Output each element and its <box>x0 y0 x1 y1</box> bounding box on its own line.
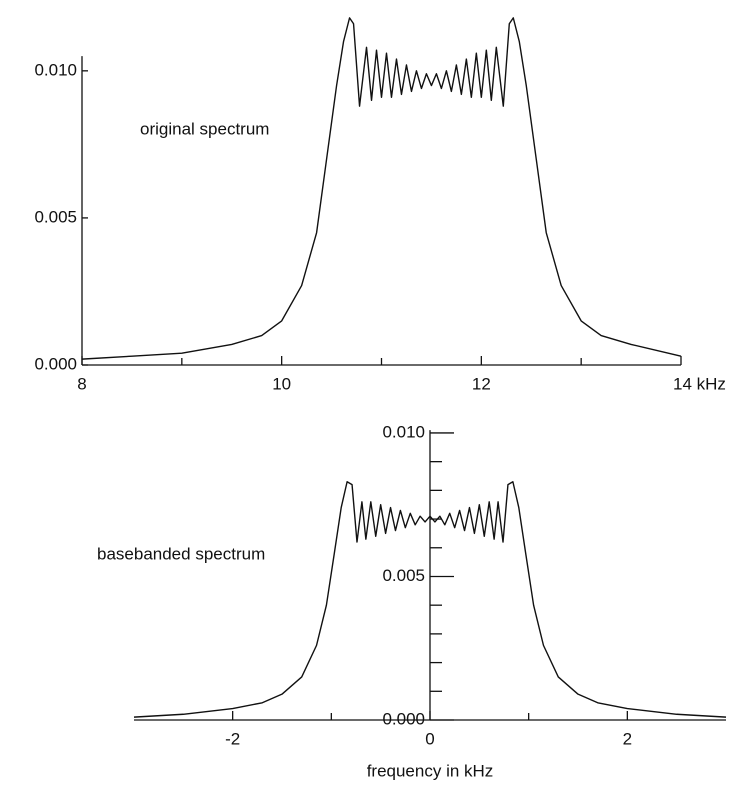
y-tick-label: 0.010 <box>382 422 425 441</box>
spectrum-line <box>133 481 727 718</box>
x-tick-label: 14 kHz <box>673 374 726 393</box>
y-tick-label: 0.005 <box>34 207 77 226</box>
y-tick-label: 0.005 <box>382 566 425 585</box>
annotation: original spectrum <box>140 119 269 138</box>
x-tick-label: 0 <box>425 729 434 748</box>
annotation: basebanded spectrum <box>97 544 265 563</box>
y-tick-label: 0.000 <box>34 354 77 373</box>
x-tick-label: 10 <box>272 374 291 393</box>
spectrum-line <box>81 17 682 360</box>
x-tick-label: 12 <box>472 374 491 393</box>
x-tick-label: 8 <box>77 374 86 393</box>
y-tick-label: 0.010 <box>34 60 77 79</box>
x-tick-label: -2 <box>225 729 240 748</box>
y-tick-label: 0.000 <box>382 709 425 728</box>
x-tick-label: 2 <box>623 729 632 748</box>
x-axis-label: frequency in kHz <box>367 761 494 780</box>
